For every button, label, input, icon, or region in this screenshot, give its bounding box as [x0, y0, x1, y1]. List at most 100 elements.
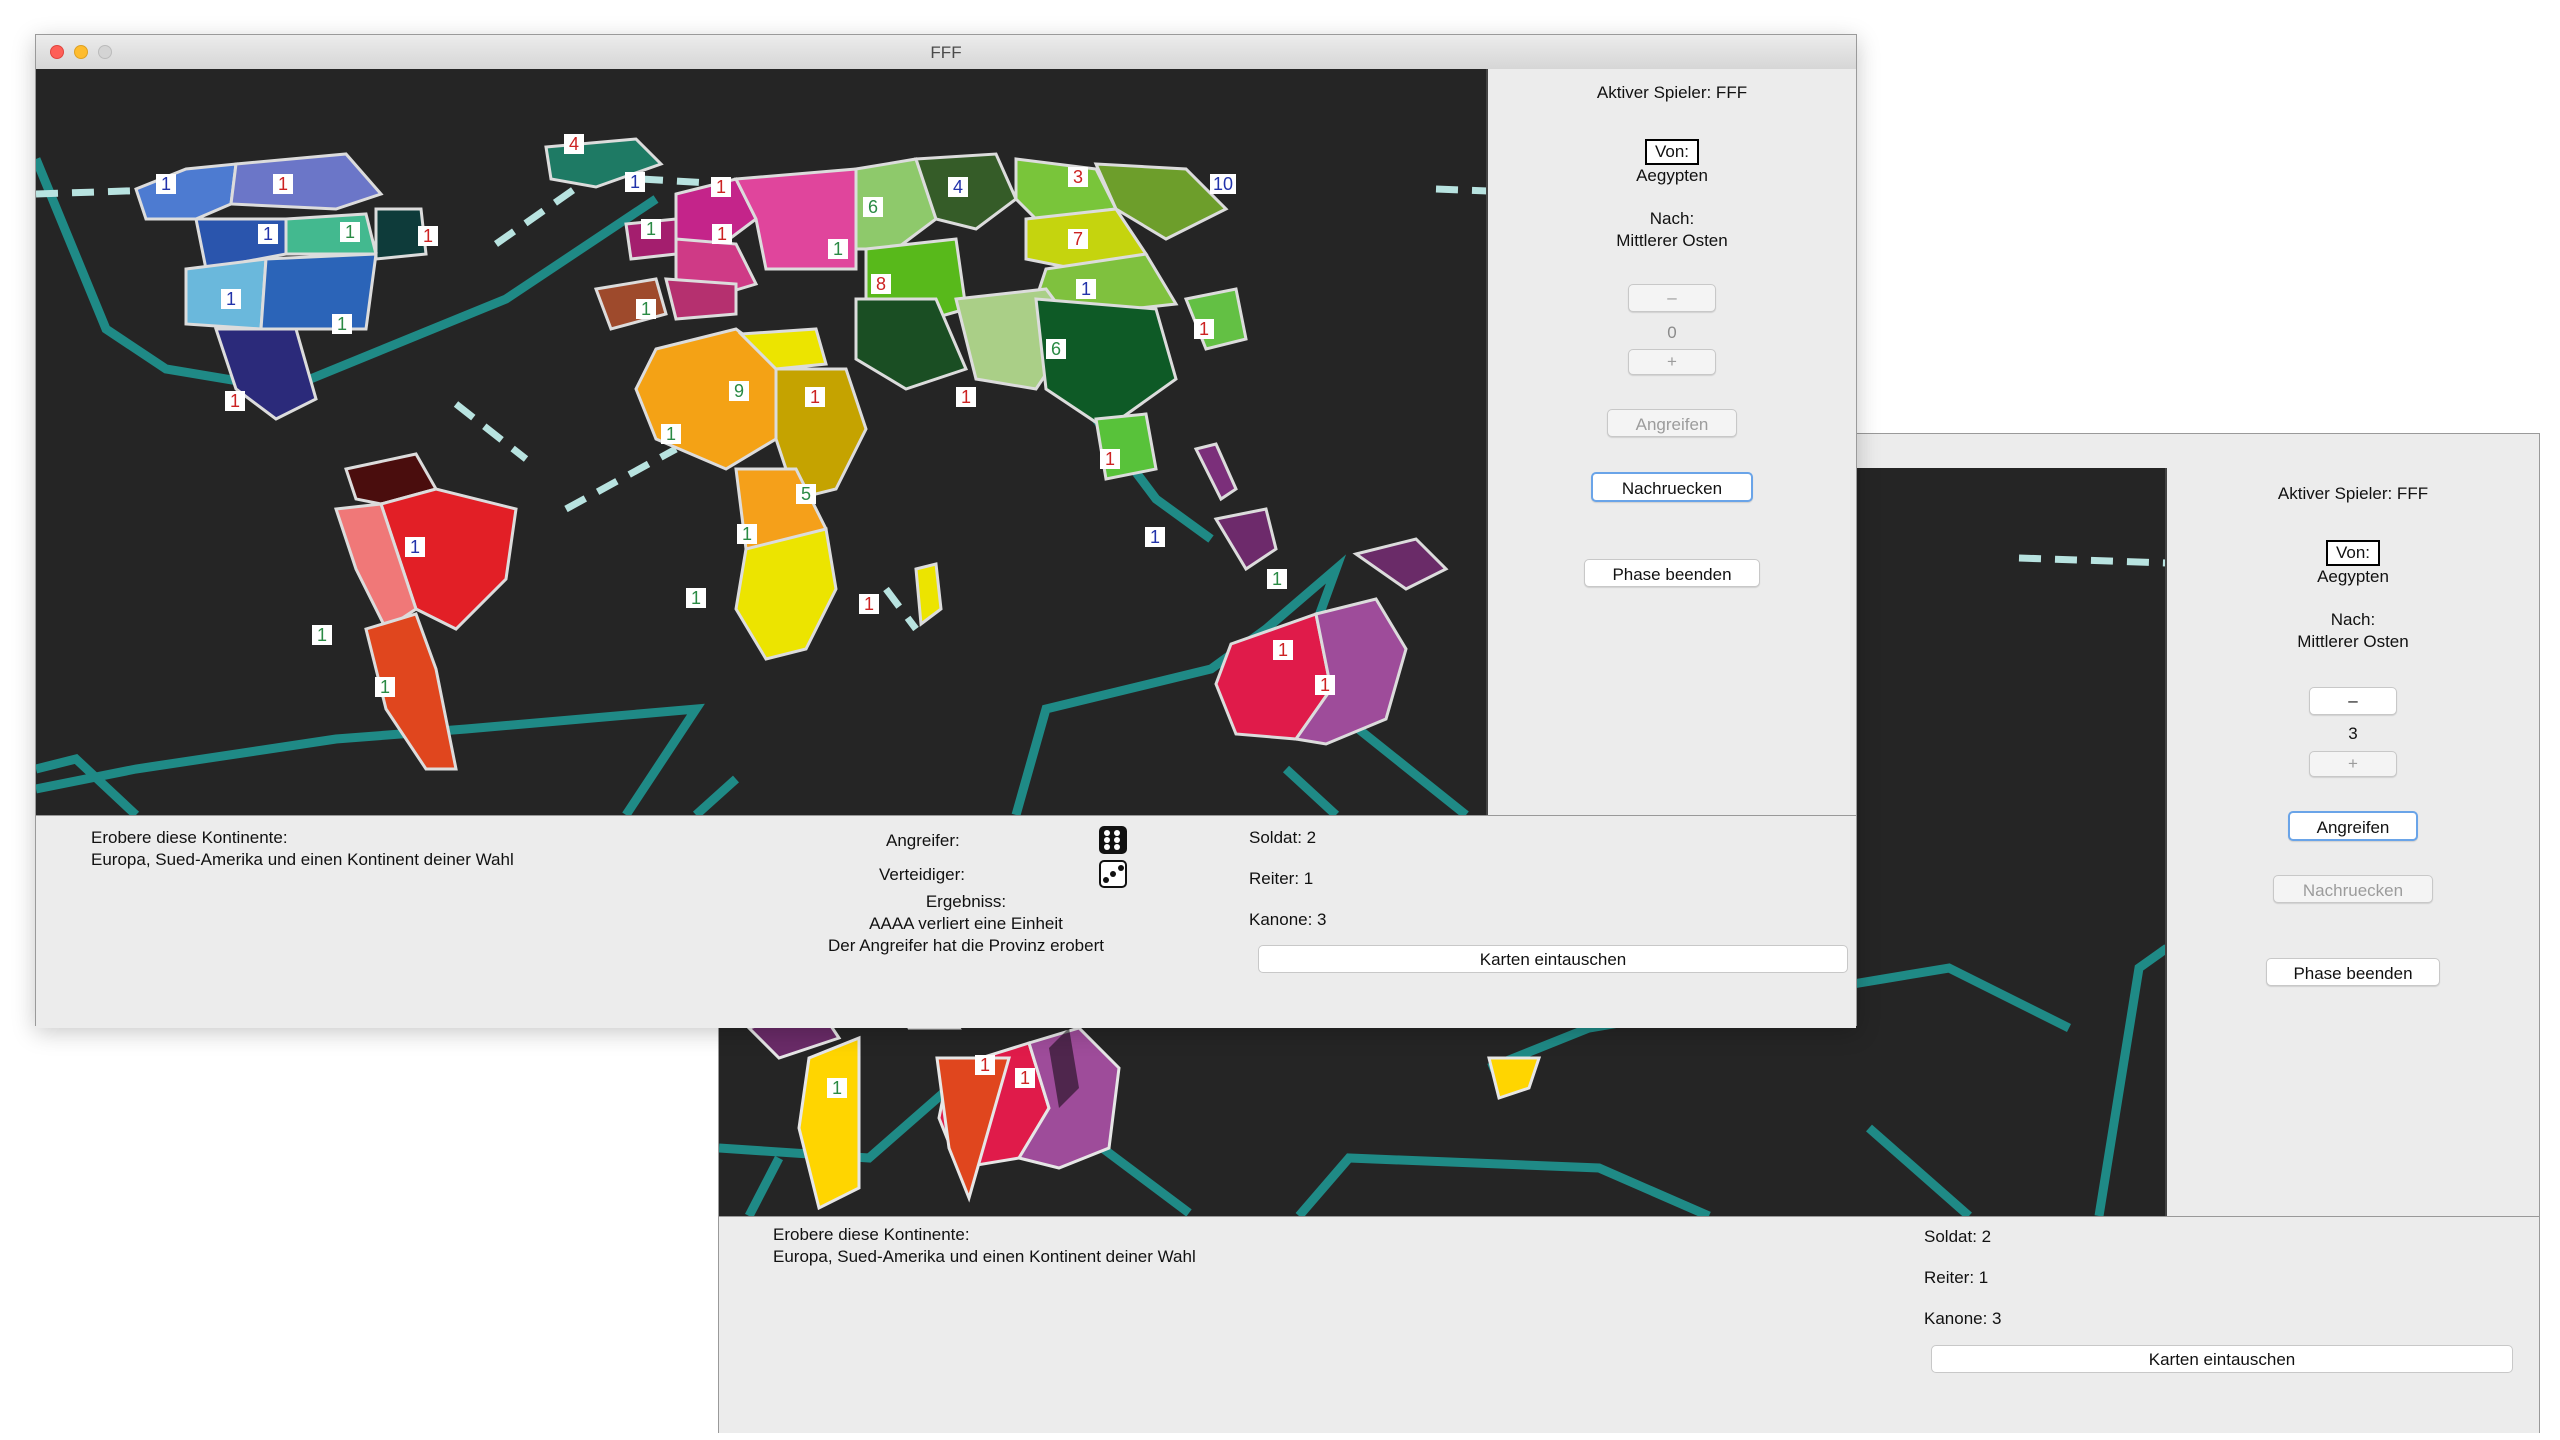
army-count-label: 1 [1267, 569, 1287, 589]
army-count-label: 1 [375, 677, 395, 697]
territory-ukraine[interactable] [733, 167, 858, 271]
card-cannon-count: Kanone: 3 [1924, 1309, 2002, 1328]
territory-quebec[interactable] [374, 207, 428, 261]
attacker-die-icon [1099, 826, 1127, 854]
end-phase-button[interactable]: Phase beenden [2266, 958, 2440, 986]
to-label: Nach: [2330, 610, 2376, 629]
card-cannon-count: Kanone: 3 [1249, 910, 1327, 929]
territory-egypt[interactable] [737, 327, 828, 371]
territory-central-america[interactable] [213, 327, 318, 421]
territory-ural[interactable] [854, 157, 938, 251]
from-territory: Aegypten [1636, 166, 1708, 185]
army-count-label: 1 [625, 172, 645, 192]
army-count-label: 1 [1273, 640, 1293, 660]
army-count-label: 1 [340, 222, 360, 242]
territory-siam[interactable] [1094, 412, 1158, 481]
army-count-label: 4 [948, 177, 968, 197]
army-count-label: 1 [636, 299, 656, 319]
territory-madagascar[interactable] [914, 562, 943, 627]
from-territory: Aegypten [2317, 567, 2389, 586]
army-count-label: 1 [641, 219, 661, 239]
advance-button[interactable]: Nachruecken [2273, 875, 2433, 903]
territory-china[interactable] [1034, 297, 1178, 431]
defender-die-icon [1099, 860, 1127, 888]
territory-south-africa-visible[interactable] [1487, 1056, 1542, 1100]
increase-button[interactable]: + [2309, 751, 2397, 777]
army-count-label: 10 [1210, 174, 1237, 194]
decrease-button[interactable]: – [1628, 284, 1716, 312]
army-count-label: 1 [859, 594, 879, 614]
territory-south-europe[interactable] [664, 277, 738, 321]
to-territory: Mittlerer Osten [1616, 231, 1728, 250]
card-soldier-count: Soldat: 2 [1924, 1227, 1992, 1246]
territory-northwest[interactable] [229, 152, 384, 211]
army-count-label: 1 [1076, 279, 1096, 299]
mission-heading: Erobere diese Kontinente: [91, 828, 288, 847]
territory-argentina-visible[interactable] [935, 1056, 1011, 1203]
zoom-button[interactable] [98, 45, 112, 59]
territory-middle-east[interactable] [854, 297, 969, 391]
result-line-2: Der Angreifer hat die Provinz erobert [828, 936, 1104, 955]
front-game-window: FFF [35, 34, 1857, 1028]
advance-button[interactable]: Nachruecken [1591, 472, 1753, 502]
army-count-label: 1 [273, 174, 293, 194]
army-count-label: 1 [1194, 319, 1214, 339]
territory-kamchatka[interactable] [1093, 162, 1229, 241]
sea-route [2018, 554, 2167, 567]
army-count-label: 1 [827, 1078, 847, 1098]
info-bar: Erobere diese Kontinente: Europa, Sued-A… [719, 1216, 2539, 1433]
card-rider-count: Reiter: 1 [1924, 1268, 1989, 1287]
territory-east-australia[interactable] [1293, 597, 1408, 746]
army-count-label: 1 [418, 226, 438, 246]
territory-eastern-us[interactable] [259, 252, 378, 331]
info-bar: Erobere diese Kontinente: Europa, Sued-A… [36, 815, 1856, 1028]
army-count-label: 1 [156, 174, 176, 194]
army-count-label: 1 [737, 524, 757, 544]
army-count-label: 1 [661, 424, 681, 444]
trade-cards-button[interactable]: Karten eintauschen [1258, 945, 1848, 973]
army-count-label: 1 [258, 224, 278, 244]
army-count-label: 1 [828, 239, 848, 259]
territory-east-africa[interactable] [774, 367, 868, 501]
army-count-label: 4 [564, 134, 584, 154]
army-count-label: 6 [863, 197, 883, 217]
territory-east-indies[interactable] [1352, 537, 1449, 591]
mission-text: Europa, Sued-Amerika und einen Kontinent… [773, 1247, 1196, 1266]
decrease-button[interactable]: – [2309, 687, 2397, 715]
army-count-label: 1 [712, 224, 732, 244]
army-count-label: 1 [1100, 449, 1120, 469]
active-player-label: Aktiver Spieler: FFF [2277, 484, 2429, 503]
territory-new-guinea[interactable] [1193, 442, 1238, 502]
minimize-button[interactable] [74, 45, 88, 59]
army-count-label: 8 [871, 274, 891, 294]
close-button[interactable] [50, 45, 64, 59]
troop-count: 0 [1667, 323, 1677, 342]
trade-cards-button[interactable]: Karten eintauschen [1931, 1345, 2513, 1373]
territory-ontario[interactable] [284, 212, 378, 256]
territory-south-africa[interactable] [734, 527, 838, 661]
territory-argentina[interactable] [364, 612, 458, 771]
card-rider-count: Reiter: 1 [1249, 869, 1314, 888]
army-count-label: 6 [1046, 339, 1066, 359]
end-phase-button[interactable]: Phase beenden [1584, 559, 1760, 587]
card-soldier-count: Soldat: 2 [1249, 828, 1317, 847]
defender-label: Verteidiger: [879, 865, 965, 884]
map-canvas[interactable] [36, 69, 1488, 815]
result-line-1: AAAA verliert eine Einheit [869, 914, 1063, 933]
army-count-label: 1 [1315, 675, 1335, 695]
title-bar[interactable]: FFF [36, 35, 1856, 70]
window-title: FFF [930, 43, 962, 62]
territory-madagascar[interactable] [797, 1035, 861, 1211]
territory-alaska[interactable] [134, 162, 238, 221]
from-label: Von: [2325, 540, 2381, 566]
action-panel: Aktiver Spieler: FFF Von: Aegypten Nach:… [2165, 468, 2539, 1216]
mission-heading: Erobere diese Kontinente: [773, 1225, 970, 1244]
increase-button[interactable]: + [1628, 349, 1716, 375]
army-count-label: 1 [225, 391, 245, 411]
world-map[interactable]: 1 1 1 1 1 1 1 1 4 1 1 1 1 1 6 4 3 10 1 8 7 1 1 6 9 1 1 1 5 1 1 1 1 1 1 1 1 1 1… [36, 69, 1489, 816]
territory-indonesia[interactable] [1213, 507, 1278, 572]
attack-button[interactable]: Angreifen [1607, 409, 1737, 437]
attack-button[interactable]: Angreifen [2288, 811, 2418, 841]
action-panel: Aktiver Spieler: FFF Von: Aegypten Nach:… [1486, 69, 1856, 815]
to-label: Nach: [1649, 209, 1695, 228]
